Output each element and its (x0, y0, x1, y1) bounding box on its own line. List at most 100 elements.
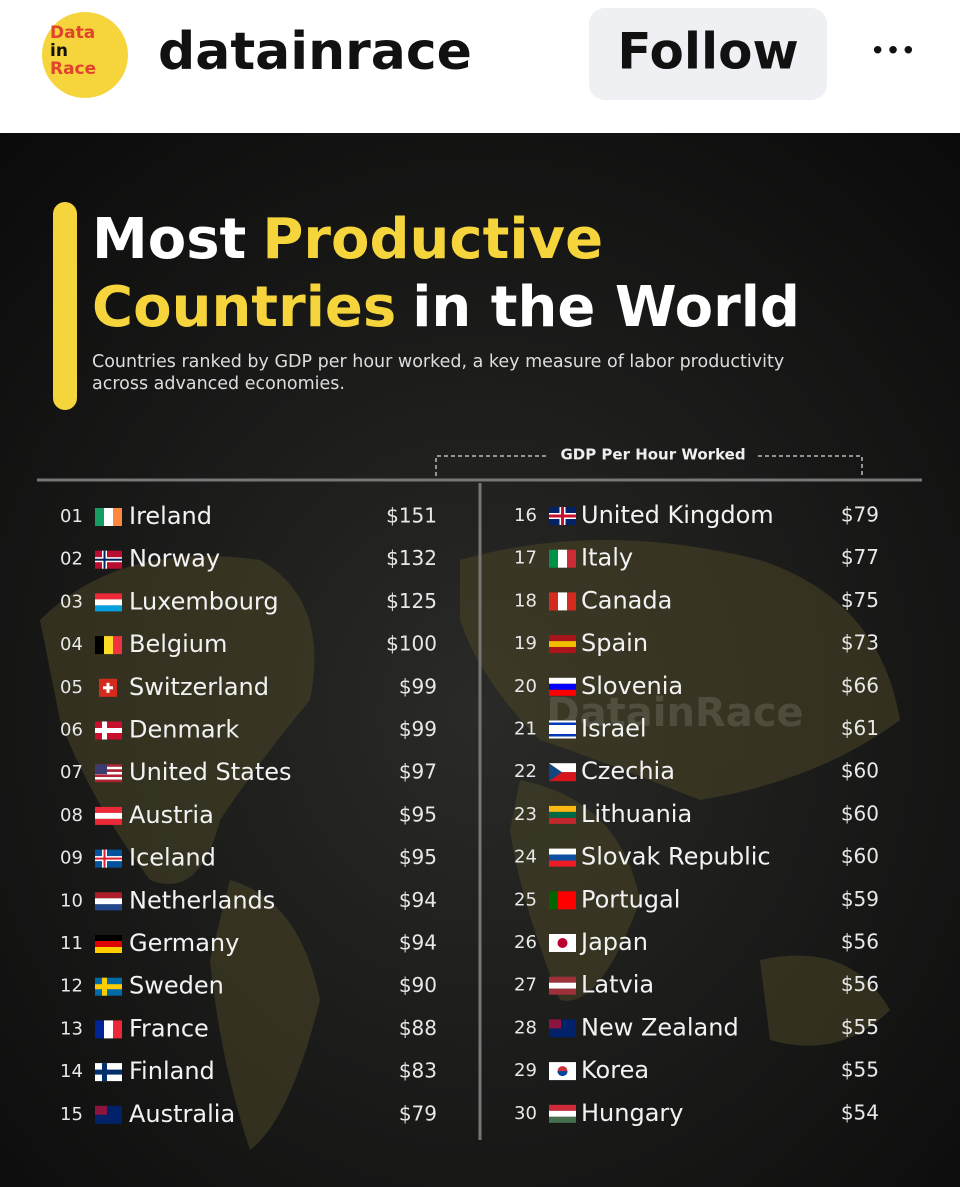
gdp-value: $56 (841, 930, 879, 954)
flag-part (95, 636, 104, 655)
table-row: 06 Denmark $99 (60, 716, 437, 744)
country-name: Ireland (129, 502, 212, 530)
flag-part (549, 1104, 576, 1111)
gdp-value: $94 (399, 931, 437, 955)
flag-part (95, 769, 122, 772)
flag-part (103, 686, 113, 690)
table-row: 12 Sweden $90 (60, 972, 437, 1000)
flag-part (95, 593, 122, 600)
flag-part (95, 984, 122, 990)
table-row: 03 Luxembourg $125 (60, 587, 437, 615)
rank: 05 (60, 677, 83, 698)
table-row: 01 Ireland $151 (60, 502, 437, 530)
flag-part (549, 592, 558, 611)
flag-part (549, 635, 576, 642)
country-name: United Kingdom (581, 501, 774, 529)
flag-part (549, 811, 576, 818)
country-name: Hungary (581, 1099, 683, 1127)
table-row: 07 United States $97 (60, 758, 437, 786)
gdp-value: $61 (841, 716, 879, 740)
gdp-value: $66 (841, 673, 879, 697)
flag-part (549, 805, 576, 812)
flag-part (549, 982, 576, 989)
flag-part (95, 771, 122, 775)
flag-part (95, 947, 122, 953)
flag-part (95, 779, 122, 783)
flag-part (95, 806, 122, 813)
flag-part (549, 722, 576, 725)
rank: 13 (60, 1018, 83, 1039)
table-row: 24 Slovak Republic $60 (514, 843, 879, 871)
rank: 06 (60, 720, 83, 741)
country-name: Austria (129, 801, 214, 829)
rank: 25 (514, 889, 537, 910)
rank: 17 (514, 548, 537, 569)
column-bracket (435, 455, 863, 476)
flag-part (95, 812, 122, 819)
table-row: 26 Japan $56 (514, 928, 879, 956)
rank: 29 (514, 1060, 537, 1081)
rank: 09 (60, 848, 83, 869)
gdp-value: $83 (399, 1059, 437, 1083)
country-name: United States (129, 758, 292, 786)
country-name: Germany (129, 929, 239, 957)
rank: 07 (60, 762, 83, 783)
rank: 01 (60, 506, 83, 527)
gdp-value: $125 (386, 589, 437, 613)
country-name: Japan (579, 928, 648, 956)
flag-part (95, 605, 122, 612)
flag-part (104, 636, 113, 655)
subtitle-line: across advanced economies. (92, 374, 345, 394)
flag-part (95, 1105, 107, 1115)
flag-part (549, 891, 558, 910)
gdp-value: $95 (399, 845, 437, 869)
country-name: Spain (581, 629, 648, 657)
flag-part (95, 777, 122, 780)
flag-part (549, 763, 576, 773)
subtitle-line: Countries ranked by GDP per hour worked,… (92, 352, 784, 372)
flag-part (549, 848, 576, 855)
rank: 12 (60, 976, 83, 997)
rank: 26 (514, 932, 537, 953)
gdp-value: $132 (386, 546, 437, 570)
rank: 10 (60, 890, 83, 911)
gdp-value: $54 (841, 1100, 879, 1124)
gdp-value: $55 (841, 1015, 879, 1039)
country-name: Slovak Republic (581, 843, 771, 871)
rank: 30 (514, 1103, 537, 1124)
avatar-circle (42, 12, 128, 98)
menu-button[interactable]: ••• (870, 37, 916, 67)
table-row: 19 Spain $73 (514, 629, 879, 657)
flag-part (549, 1110, 576, 1117)
country-name: Portugal (581, 885, 680, 913)
flag-part (558, 891, 567, 910)
table-row: 16 United Kingdom $79 (514, 501, 879, 529)
username[interactable]: datainrace (158, 22, 472, 82)
rank: 04 (60, 634, 83, 655)
table-row: 08 Austria $95 (60, 801, 437, 829)
rank: 11 (60, 933, 83, 954)
country-name: Luxembourg (129, 587, 279, 615)
rank: 21 (514, 719, 537, 740)
rank: 27 (514, 975, 537, 996)
table-row: 22 Czechia $60 (514, 757, 879, 785)
gdp-value: $75 (841, 588, 879, 612)
flag-part (549, 1116, 576, 1123)
country-name: Belgium (129, 630, 227, 658)
follow-button[interactable] (589, 8, 827, 100)
flag-part (95, 1069, 122, 1075)
gdp-value: $73 (841, 631, 879, 655)
rank: 18 (514, 590, 537, 611)
title-part: Most (92, 207, 246, 272)
flag-part (549, 763, 562, 782)
flag-part (95, 599, 122, 606)
rank: 28 (514, 1017, 537, 1038)
flag-part (95, 766, 122, 770)
rank: 14 (60, 1061, 83, 1082)
gdp-value: $94 (399, 888, 437, 912)
avatar[interactable]: DatainRace (42, 12, 128, 98)
table-row: 20 Slovenia $66 (514, 672, 879, 700)
rank: 24 (514, 847, 537, 868)
table-row: 11 Germany $94 (60, 929, 437, 957)
